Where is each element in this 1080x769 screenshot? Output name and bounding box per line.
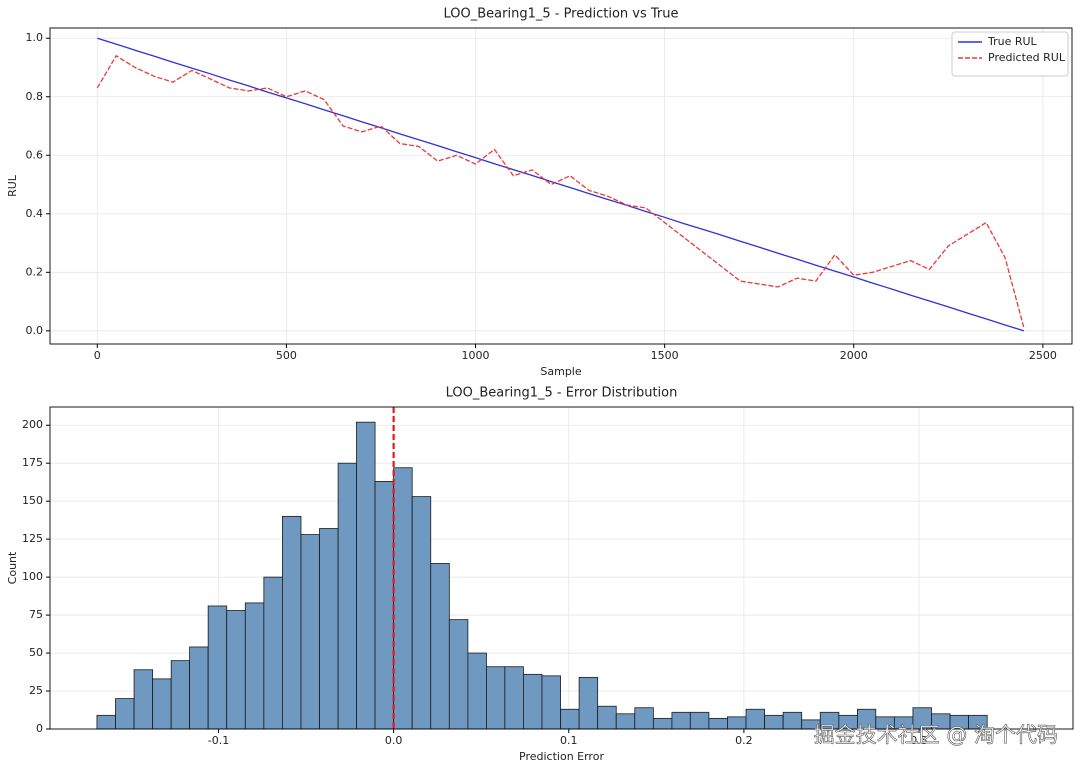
y-tick-label: 125 bbox=[22, 532, 43, 545]
x-tick-label: 2000 bbox=[840, 349, 868, 362]
bar bbox=[207, 605, 228, 730]
axes-frame bbox=[49, 27, 1073, 345]
x-axis-label: Sample bbox=[540, 365, 581, 378]
watermark: 掘金技术社区 @ 淘个代码 bbox=[814, 723, 1058, 747]
series-line bbox=[96, 54, 1025, 329]
bar bbox=[393, 467, 413, 730]
y-tick-label: 100 bbox=[22, 570, 43, 583]
bar bbox=[430, 563, 450, 730]
legend-label: Predicted RUL bbox=[988, 51, 1066, 64]
y-tick-label: 25 bbox=[29, 684, 43, 697]
bar bbox=[300, 534, 320, 730]
bar bbox=[263, 576, 283, 730]
x-axis-label: Prediction Error bbox=[519, 750, 604, 763]
bar bbox=[374, 481, 395, 730]
legend-label: True RUL bbox=[987, 35, 1038, 48]
x-tick-label: -0.1 bbox=[208, 734, 229, 747]
bar bbox=[578, 676, 599, 730]
bar bbox=[541, 675, 561, 730]
bar bbox=[244, 602, 265, 730]
chart-title: LOO_Bearing1_5 - Error Distribution bbox=[446, 386, 678, 401]
bar bbox=[652, 717, 673, 730]
bar bbox=[745, 708, 765, 730]
y-tick-label: 0.0 bbox=[26, 324, 44, 337]
y-tick-label: 200 bbox=[22, 418, 43, 431]
axes-frame bbox=[49, 406, 1074, 730]
y-tick-label: 175 bbox=[22, 456, 43, 469]
bar bbox=[597, 705, 617, 730]
bar bbox=[115, 698, 135, 730]
series-line bbox=[97, 37, 1025, 332]
x-tick-label: 0.3 bbox=[910, 734, 928, 747]
bar bbox=[560, 708, 580, 730]
y-tick-label: 150 bbox=[22, 494, 43, 507]
y-tick-label: 0 bbox=[36, 722, 43, 735]
bar bbox=[226, 610, 246, 730]
y-tick-label: 0.2 bbox=[26, 265, 44, 278]
x-tick-label: 1000 bbox=[462, 349, 490, 362]
bar bbox=[356, 421, 376, 730]
bar bbox=[282, 515, 302, 730]
y-axis-label: RUL bbox=[6, 174, 19, 197]
bar bbox=[411, 496, 432, 730]
y-tick-label: 0.8 bbox=[26, 90, 44, 103]
bar bbox=[689, 711, 710, 730]
bar bbox=[152, 678, 172, 730]
bar bbox=[133, 669, 154, 730]
bar bbox=[634, 707, 654, 730]
x-tick-label: 500 bbox=[276, 349, 297, 362]
legend-box bbox=[951, 31, 1069, 77]
bar bbox=[337, 462, 357, 730]
bar bbox=[523, 673, 543, 730]
bar bbox=[708, 717, 728, 730]
y-tick-label: 0.6 bbox=[26, 148, 44, 161]
bar bbox=[319, 528, 339, 730]
bar bbox=[764, 714, 784, 730]
x-tick-label: 1500 bbox=[651, 349, 679, 362]
y-tick-label: 75 bbox=[29, 608, 43, 621]
bar bbox=[189, 646, 209, 730]
y-tick-label: 0.4 bbox=[26, 207, 44, 220]
bar bbox=[671, 711, 691, 730]
x-tick-label: 0.2 bbox=[735, 734, 753, 747]
chart-title: LOO_Bearing1_5 - Prediction vs True bbox=[444, 7, 679, 22]
y-tick-label: 1.0 bbox=[26, 31, 44, 44]
x-tick-label: 0.0 bbox=[385, 734, 403, 747]
x-tick-label: 0.1 bbox=[560, 734, 578, 747]
x-tick-label: 0 bbox=[94, 349, 101, 362]
bar bbox=[170, 660, 190, 730]
bar bbox=[504, 666, 524, 730]
bar bbox=[615, 713, 636, 730]
bar bbox=[448, 619, 469, 730]
bar bbox=[727, 716, 747, 730]
bar bbox=[782, 711, 803, 730]
bar bbox=[96, 714, 116, 730]
bar bbox=[486, 666, 506, 730]
x-tick-label: 2500 bbox=[1029, 349, 1057, 362]
y-axis-label: Count bbox=[6, 551, 19, 584]
bar bbox=[467, 652, 487, 730]
y-tick-label: 50 bbox=[29, 646, 43, 659]
